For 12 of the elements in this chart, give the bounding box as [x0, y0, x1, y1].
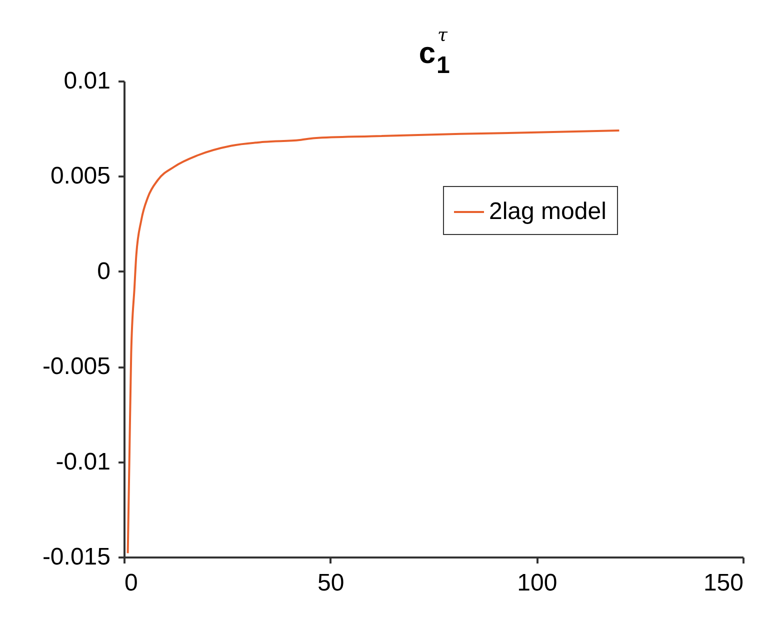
y-tick-label: 0.005 [50, 162, 110, 190]
y-tick-label: -0.01 [56, 448, 110, 476]
line-series [126, 130, 620, 554]
legend-label: 2lag model [489, 198, 606, 225]
y-tick-label: 0 [97, 258, 110, 285]
y-tick-label: -0.005 [42, 353, 110, 380]
y-tick-label: 0.01 [64, 68, 110, 94]
x-tick-label: 0 [124, 570, 138, 596]
x-tick-label: 50 [317, 570, 344, 596]
x-tick-label: 150 [703, 570, 744, 596]
x-tick-label: 100 [517, 570, 558, 596]
y-tick-label: -0.015 [42, 544, 110, 570]
